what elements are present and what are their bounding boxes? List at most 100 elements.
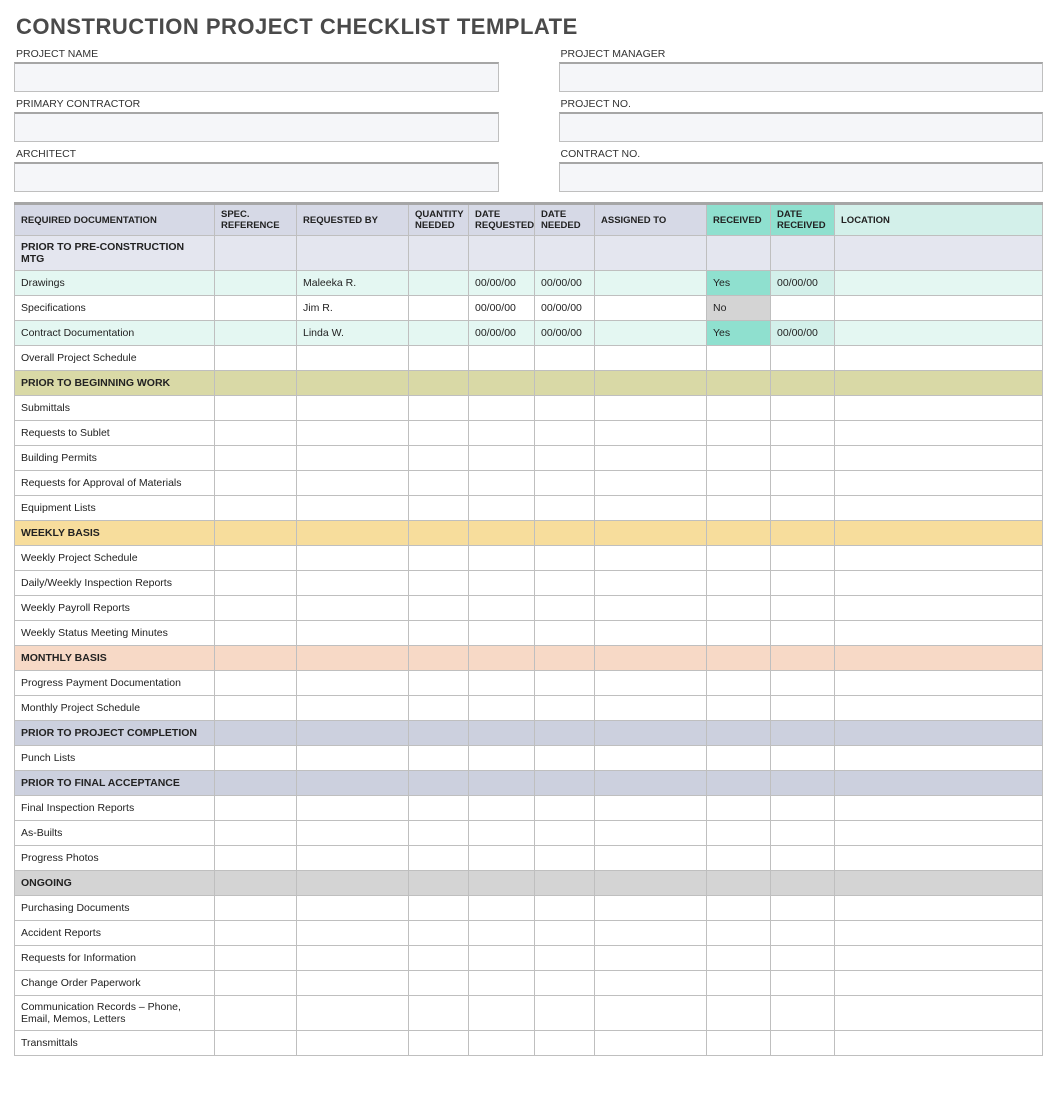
table-cell[interactable]: 00/00/00 — [469, 321, 535, 346]
table-cell[interactable] — [595, 946, 707, 971]
table-cell[interactable] — [297, 696, 409, 721]
table-cell[interactable] — [707, 596, 771, 621]
table-cell[interactable] — [771, 446, 835, 471]
table-cell[interactable]: Accident Reports — [15, 921, 215, 946]
table-cell[interactable] — [215, 621, 297, 646]
table-cell[interactable] — [771, 996, 835, 1031]
table-cell[interactable] — [409, 296, 469, 321]
header-input[interactable] — [14, 62, 499, 92]
table-cell[interactable] — [771, 946, 835, 971]
table-cell[interactable] — [297, 846, 409, 871]
table-cell[interactable] — [707, 471, 771, 496]
table-cell[interactable] — [595, 571, 707, 596]
table-cell[interactable]: 00/00/00 — [535, 321, 595, 346]
table-cell[interactable] — [409, 596, 469, 621]
table-cell[interactable] — [595, 421, 707, 446]
table-cell[interactable] — [771, 496, 835, 521]
table-cell[interactable]: Weekly Payroll Reports — [15, 596, 215, 621]
table-cell[interactable] — [535, 696, 595, 721]
table-cell[interactable] — [835, 496, 1043, 521]
table-cell[interactable] — [469, 796, 535, 821]
table-cell[interactable]: Jim R. — [297, 296, 409, 321]
table-cell[interactable] — [595, 346, 707, 371]
table-cell[interactable]: Equipment Lists — [15, 496, 215, 521]
table-cell[interactable] — [771, 1031, 835, 1056]
table-cell[interactable]: 00/00/00 — [771, 321, 835, 346]
table-cell[interactable] — [771, 921, 835, 946]
table-cell[interactable] — [707, 821, 771, 846]
table-cell[interactable] — [707, 546, 771, 571]
table-cell[interactable] — [469, 471, 535, 496]
table-cell[interactable] — [835, 796, 1043, 821]
table-cell[interactable]: 00/00/00 — [469, 271, 535, 296]
table-cell[interactable] — [297, 921, 409, 946]
table-cell[interactable] — [297, 471, 409, 496]
table-cell[interactable] — [535, 796, 595, 821]
table-cell[interactable] — [595, 796, 707, 821]
table-cell[interactable] — [215, 471, 297, 496]
table-cell[interactable] — [297, 546, 409, 571]
table-cell[interactable] — [707, 496, 771, 521]
table-cell[interactable] — [409, 996, 469, 1031]
table-cell[interactable] — [771, 346, 835, 371]
table-cell[interactable] — [297, 571, 409, 596]
table-cell[interactable] — [835, 946, 1043, 971]
table-cell[interactable] — [595, 321, 707, 346]
table-cell[interactable] — [707, 571, 771, 596]
table-cell[interactable] — [595, 1031, 707, 1056]
table-cell[interactable] — [771, 696, 835, 721]
header-input[interactable] — [14, 112, 499, 142]
table-cell[interactable] — [297, 746, 409, 771]
table-cell[interactable] — [409, 621, 469, 646]
table-cell[interactable] — [707, 621, 771, 646]
table-cell[interactable] — [771, 896, 835, 921]
table-cell[interactable] — [835, 346, 1043, 371]
table-cell[interactable] — [409, 921, 469, 946]
table-cell[interactable] — [535, 746, 595, 771]
table-cell[interactable] — [535, 396, 595, 421]
table-cell[interactable]: No — [707, 296, 771, 321]
table-cell[interactable] — [535, 446, 595, 471]
table-cell[interactable] — [297, 421, 409, 446]
table-cell[interactable] — [469, 821, 535, 846]
table-cell[interactable] — [469, 696, 535, 721]
table-cell[interactable] — [771, 746, 835, 771]
table-cell[interactable] — [215, 746, 297, 771]
table-cell[interactable] — [469, 396, 535, 421]
table-cell[interactable] — [707, 971, 771, 996]
table-cell[interactable] — [707, 796, 771, 821]
table-cell[interactable] — [215, 346, 297, 371]
table-cell[interactable] — [535, 846, 595, 871]
table-cell[interactable] — [595, 696, 707, 721]
table-cell[interactable]: Transmittals — [15, 1031, 215, 1056]
table-cell[interactable]: Maleeka R. — [297, 271, 409, 296]
table-cell[interactable] — [297, 596, 409, 621]
table-cell[interactable]: Progress Photos — [15, 846, 215, 871]
table-cell[interactable] — [707, 746, 771, 771]
table-cell[interactable] — [595, 821, 707, 846]
table-cell[interactable] — [835, 446, 1043, 471]
table-cell[interactable] — [595, 396, 707, 421]
header-input[interactable] — [559, 112, 1044, 142]
table-cell[interactable] — [535, 621, 595, 646]
table-cell[interactable] — [409, 671, 469, 696]
table-cell[interactable] — [297, 396, 409, 421]
table-cell[interactable]: Daily/Weekly Inspection Reports — [15, 571, 215, 596]
table-cell[interactable] — [215, 796, 297, 821]
table-cell[interactable] — [469, 971, 535, 996]
table-cell[interactable] — [215, 496, 297, 521]
table-cell[interactable] — [409, 1031, 469, 1056]
table-cell[interactable] — [595, 471, 707, 496]
table-cell[interactable] — [409, 696, 469, 721]
table-cell[interactable] — [771, 571, 835, 596]
table-cell[interactable] — [535, 896, 595, 921]
table-cell[interactable] — [409, 271, 469, 296]
table-cell[interactable]: Purchasing Documents — [15, 896, 215, 921]
table-cell[interactable] — [409, 971, 469, 996]
table-cell[interactable] — [707, 896, 771, 921]
table-cell[interactable] — [215, 571, 297, 596]
table-cell[interactable]: 00/00/00 — [771, 271, 835, 296]
table-cell[interactable]: 00/00/00 — [535, 296, 595, 321]
table-cell[interactable] — [707, 921, 771, 946]
table-cell[interactable] — [409, 746, 469, 771]
